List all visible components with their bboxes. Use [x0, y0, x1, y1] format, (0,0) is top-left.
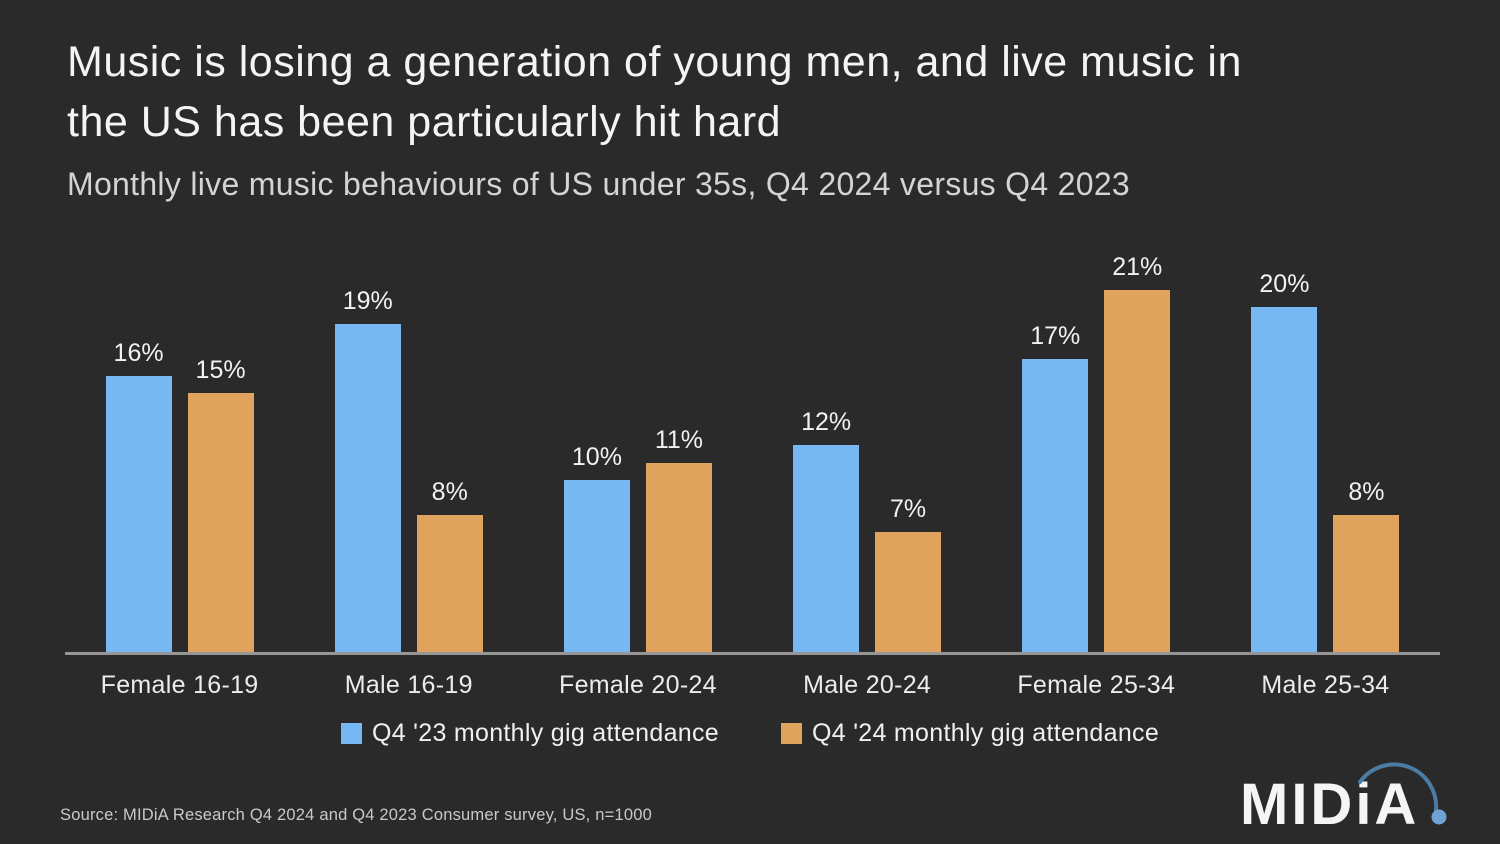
bar-series-2	[1104, 290, 1171, 653]
midia-logo-text: MIDiA	[1240, 772, 1419, 837]
bar-column: 16%	[105, 339, 172, 653]
bar-value-label: 10%	[571, 443, 622, 471]
bar-value-label: 7%	[890, 495, 927, 523]
bar-column: 8%	[416, 478, 483, 653]
bar-value-label: 8%	[1348, 478, 1385, 506]
legend-swatch	[781, 723, 802, 744]
bar-value-label: 11%	[654, 426, 704, 454]
bar-series-1	[793, 445, 860, 653]
bar-column: 21%	[1104, 253, 1171, 653]
source-note: Source: MIDiA Research Q4 2024 and Q4 20…	[60, 806, 652, 824]
bar-groups: 16% 15% 19% 8% 10% 11% 12% 7% 17% 21% 20% 8%	[65, 253, 1440, 653]
midia-logo-dot	[1431, 809, 1447, 825]
bar-series-2	[1333, 515, 1400, 653]
category-label: Male 16-19	[344, 671, 473, 699]
bar-value-label: 8%	[431, 478, 468, 506]
bar-series-1	[105, 376, 172, 653]
bar-column: 7%	[875, 495, 942, 653]
bar-group: 19% 8%	[294, 253, 523, 653]
legend-label: Q4 '23 monthly gig attendance	[371, 719, 719, 747]
legend-item: Q4 '23 monthly gig attendance	[340, 719, 719, 748]
bar-group: 12% 7%	[753, 253, 982, 653]
bar-series-1	[1251, 307, 1318, 653]
category-label: Female 25-34	[1017, 671, 1176, 699]
midia-logo: MIDiA	[1240, 762, 1447, 837]
bar-group: 16% 15%	[65, 253, 294, 653]
bar-group: 17% 21%	[982, 253, 1211, 653]
bar-column: 15%	[187, 356, 254, 653]
bar-value-label: 17%	[1030, 322, 1081, 350]
bar-value-label: 21%	[1112, 253, 1163, 281]
chart-legend: Q4 '23 monthly gig attendance Q4 '24 mont…	[0, 719, 1500, 748]
bar-series-1	[563, 480, 630, 653]
bar-value-label: 16%	[113, 339, 164, 367]
bar-series-2	[416, 515, 483, 653]
bar-group: 10% 11%	[523, 253, 752, 653]
bar-value-label: 15%	[195, 356, 246, 384]
legend-label: Q4 '24 monthly gig attendance	[812, 719, 1160, 747]
midia-logo-arc	[1358, 762, 1439, 812]
chart-subtitle: Monthly live music behaviours of US unde…	[67, 166, 1131, 202]
category-label: Male 25-34	[1261, 671, 1390, 699]
bar-value-label: 20%	[1259, 270, 1310, 298]
bar-column: 17%	[1022, 322, 1089, 653]
x-axis-line	[65, 652, 1440, 655]
bar-value-label: 19%	[342, 287, 393, 315]
legend-swatch	[340, 723, 362, 744]
category-label: Male 20-24	[803, 671, 932, 699]
bar-series-2	[187, 393, 254, 653]
bar-column: 19%	[334, 287, 401, 653]
bar-series-2	[645, 463, 712, 653]
category-label: Female 20-24	[559, 671, 717, 699]
category-row: Female 16-19 Male 16-19 Female 20-24 Male 2…	[65, 671, 1440, 700]
bar-column: 8%	[1333, 478, 1400, 653]
bar-column: 12%	[793, 408, 860, 653]
category-label: Female 16-19	[100, 671, 259, 699]
bar-group: 20% 8%	[1211, 253, 1440, 653]
page-title-line-2: the US has been particularly hit hard	[67, 98, 782, 146]
bar-series-1	[1022, 359, 1089, 653]
page-title-line-1: Music is losing a generation of young me…	[67, 38, 1242, 86]
bar-series-1	[334, 324, 401, 653]
bar-chart: 16% 15% 19% 8% 10% 11% 12% 7% 17% 21% 20% 8%	[65, 253, 1440, 653]
bar-column: 20%	[1251, 270, 1318, 653]
bar-column: 10%	[563, 443, 630, 653]
bar-value-label: 12%	[801, 408, 852, 436]
bar-column: 11%	[645, 426, 712, 653]
page-title: Music is losing a generation of young me…	[67, 32, 1447, 152]
bar-series-2	[875, 532, 942, 653]
legend-item: Q4 '24 monthly gig attendance	[781, 719, 1159, 748]
